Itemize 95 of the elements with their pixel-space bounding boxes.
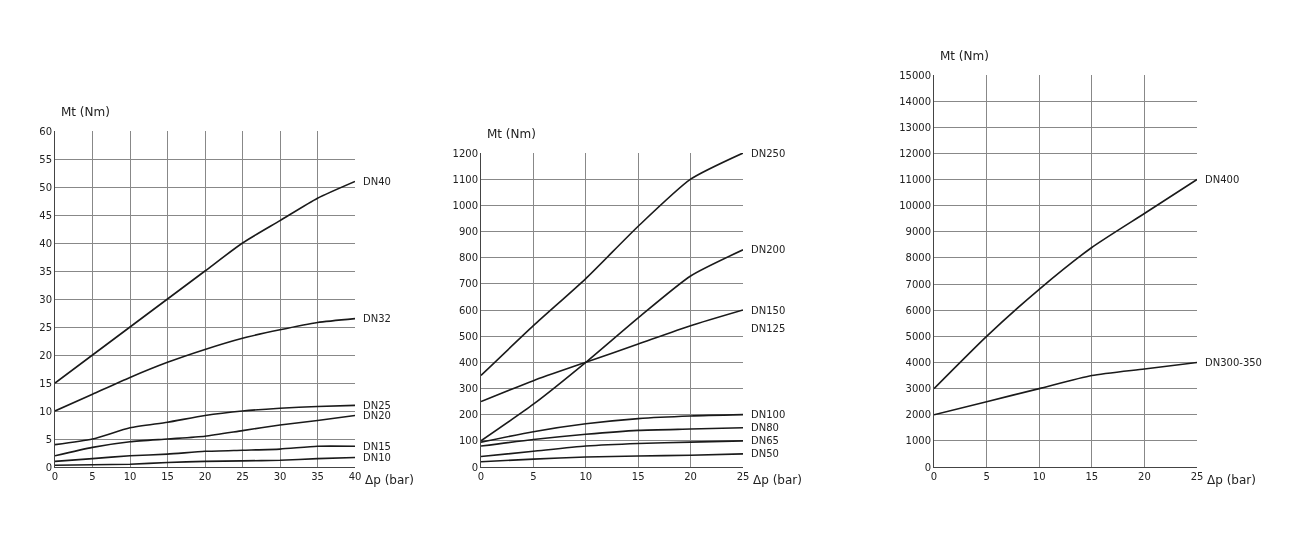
x-tick-label: 25 — [736, 471, 750, 482]
series-label: DN10 — [363, 452, 391, 463]
y-tick-label: 10000 — [899, 200, 931, 212]
x-tick-label: 20 — [1138, 471, 1151, 482]
line-series — [481, 153, 743, 377]
line-series — [55, 445, 355, 463]
y-tick-label: 13000 — [899, 121, 931, 133]
y-tick-label: 25 — [39, 321, 52, 333]
x-tick-label: 40 — [348, 471, 362, 482]
x-tick-label: 35 — [311, 471, 324, 482]
x-tick-label: 10 — [1032, 471, 1046, 482]
y-axis-title: Mt (Nm) — [940, 49, 989, 63]
line-series — [55, 414, 355, 457]
line-series — [481, 426, 743, 447]
y-tick-label: 900 — [458, 226, 478, 237]
y-axis-title: Mt (Nm) — [487, 127, 536, 141]
series-label: DN100 — [751, 409, 786, 420]
series-label: DN200 — [751, 244, 786, 255]
y-tick-label: 200 — [458, 409, 478, 421]
line-series — [55, 180, 355, 384]
series-label: DN40 — [363, 176, 391, 187]
x-tick-label: 15 — [1085, 471, 1099, 482]
y-tick-label: 0 — [45, 461, 52, 473]
series-label: DN20 — [363, 410, 391, 421]
line-series — [934, 178, 1197, 390]
y-tick-label: 30 — [39, 293, 52, 305]
y-tick-label: 400 — [458, 356, 478, 368]
series-label: DN80 — [751, 422, 779, 433]
y-tick-label: 35 — [39, 265, 52, 277]
y-tick-label: 0 — [471, 461, 478, 473]
x-axis-title: Δp (bar) — [753, 473, 802, 487]
y-tick-label: 100 — [458, 435, 478, 447]
y-axis-title: Mt (Nm) — [61, 105, 110, 119]
x-tick-label: 15 — [161, 471, 174, 482]
y-tick-label: 7000 — [905, 278, 931, 290]
series-label: DN25 — [363, 400, 391, 411]
y-tick-label: 1000 — [905, 435, 931, 447]
x-tick-label: 0 — [930, 471, 938, 482]
y-tick-label: 0 — [924, 461, 931, 473]
y-tick-label: 1200 — [452, 147, 478, 159]
series-label: DN250 — [751, 148, 786, 159]
y-tick-label: 9000 — [905, 226, 931, 238]
series-label: DN300-350 — [1205, 357, 1262, 368]
x-tick-label: 5 — [89, 471, 96, 482]
series-label: DN65 — [751, 435, 779, 446]
x-tick-label: 0 — [477, 471, 485, 482]
y-tick-label: 4000 — [905, 356, 931, 368]
line-series — [934, 361, 1197, 416]
x-tick-label: 30 — [273, 471, 287, 482]
y-tick-label: 2000 — [905, 409, 931, 421]
y-tick-label: 5000 — [905, 330, 931, 342]
x-tick-label: 20 — [684, 471, 697, 482]
y-tick-label: 15000 — [899, 69, 931, 81]
y-tick-label: 700 — [458, 278, 478, 290]
y-tick-label: 300 — [458, 383, 478, 394]
y-tick-label: 10 — [39, 405, 52, 417]
y-tick-label: 5 — [45, 433, 52, 445]
y-tick-label: 3000 — [905, 383, 931, 395]
x-tick-label: 10 — [579, 471, 593, 482]
y-tick-label: 20 — [39, 349, 52, 361]
y-tick-label: 11000 — [899, 174, 931, 186]
y-tick-label: 1000 — [452, 199, 478, 211]
y-tick-label: 55 — [39, 153, 52, 165]
series-label: DN32 — [363, 313, 391, 324]
x-tick-label: 5 — [530, 471, 537, 482]
series-label: DN50 — [751, 448, 779, 459]
y-tick-label: 6000 — [905, 304, 931, 316]
x-axis-title: Δp (bar) — [365, 473, 414, 487]
x-tick-label: 20 — [198, 471, 212, 482]
y-tick-label: 45 — [39, 209, 52, 221]
series-label: DN15 — [363, 441, 391, 452]
y-tick-label: 40 — [39, 237, 52, 249]
line-series — [55, 404, 355, 446]
x-tick-label: 5 — [983, 471, 990, 482]
y-tick-label: 14000 — [899, 95, 931, 107]
x-tick-label: 25 — [1190, 471, 1204, 482]
y-tick-label: 600 — [458, 304, 478, 316]
line-series — [55, 317, 355, 412]
y-tick-label: 12000 — [899, 147, 931, 159]
line-series — [481, 440, 743, 458]
y-tick-label: 500 — [458, 330, 478, 342]
y-tick-label: 15 — [39, 377, 52, 389]
x-tick-label: 10 — [123, 471, 137, 482]
series-label: DN400 — [1205, 174, 1240, 185]
line-series — [481, 453, 743, 463]
y-tick-label: 60 — [39, 125, 52, 137]
annotation: DN125 — [751, 323, 786, 334]
y-tick-label: 800 — [458, 252, 478, 264]
series-label: DN150 — [751, 305, 786, 316]
x-tick-label: 15 — [631, 471, 645, 482]
y-tick-label: 50 — [39, 181, 52, 193]
x-axis-title: Δp (bar) — [1207, 473, 1256, 487]
y-tick-label: 8000 — [905, 252, 931, 264]
y-tick-label: 1100 — [452, 173, 478, 185]
x-tick-label: 25 — [236, 471, 249, 482]
